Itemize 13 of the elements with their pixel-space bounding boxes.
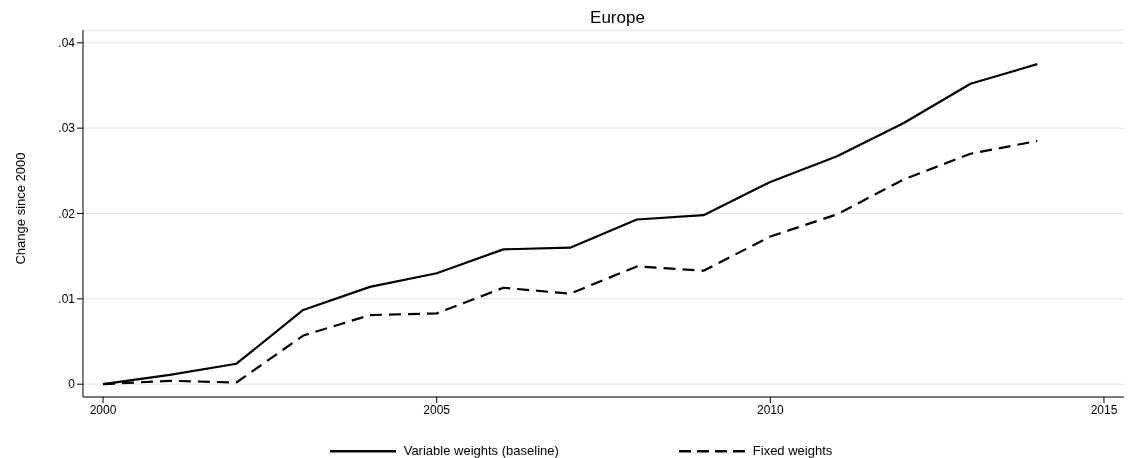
x-tick-label: 2005 <box>423 402 451 417</box>
legend-label: Fixed weights <box>752 443 833 458</box>
x-tick-label: 2010 <box>756 402 784 417</box>
chart-title: Europe <box>589 8 646 28</box>
y-tick-label: .04 <box>58 36 76 51</box>
y-tick-label: .01 <box>58 292 76 307</box>
y-tick-label: 0 <box>68 377 76 392</box>
legend-label: Variable weights (baseline) <box>403 443 559 458</box>
y-axis-title: Change since 2000 <box>12 151 28 265</box>
y-tick-label: .02 <box>58 206 76 221</box>
y-tick-label: .03 <box>58 121 76 136</box>
x-tick-label: 2015 <box>1090 402 1118 417</box>
x-tick-label: 2000 <box>89 402 117 417</box>
